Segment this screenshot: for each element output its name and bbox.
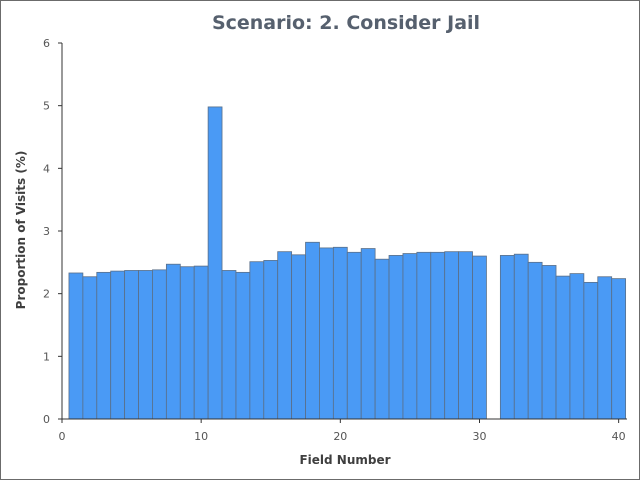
y-tick-label: 0: [43, 413, 50, 426]
bars-group: [68, 106, 627, 420]
bar-field-34: [527, 261, 543, 420]
bar-field-9: [179, 266, 195, 420]
bar-field-36: [555, 275, 571, 420]
x-axis-title: Field Number: [299, 453, 390, 467]
x-axis: 0 10 20 30 40: [59, 418, 627, 443]
bar-field-6: [138, 270, 153, 420]
chart-title: Scenario: 2. Consider Jail: [212, 12, 480, 34]
bar-field-37: [569, 273, 585, 420]
y-axis: 0 1 2 3 4 5 6: [43, 37, 63, 426]
y-tick-label: 5: [43, 100, 50, 113]
bar-field-20: [332, 246, 348, 420]
x-tick-label: 10: [194, 430, 208, 443]
bar-field-18: [305, 241, 320, 420]
bar-field-33: [513, 253, 529, 420]
bar-field-13: [235, 271, 251, 420]
y-tick-label: 3: [43, 225, 50, 238]
bar-field-32: [499, 255, 515, 420]
x-tick-label: 40: [612, 430, 626, 443]
bar-field-24: [388, 255, 404, 420]
bar-field-19: [319, 247, 334, 420]
bar-field-40: [611, 278, 627, 420]
bar-field-10: [193, 265, 209, 420]
bar-field-39: [597, 276, 613, 420]
bar-field-5: [124, 270, 139, 420]
bar-field-22: [360, 248, 376, 420]
bar-field-2: [82, 276, 98, 420]
bar-field-26: [416, 251, 432, 420]
bar-field-28: [444, 251, 460, 420]
bar-field-30: [472, 255, 487, 420]
y-axis-title: Proportion of Visits (%): [14, 151, 28, 310]
bar-field-8: [165, 263, 181, 420]
bar-field-11: [207, 106, 223, 420]
bar-field-38: [583, 281, 599, 420]
bar-field-15: [263, 260, 279, 420]
bar-field-17: [291, 254, 306, 420]
bar-field-35: [541, 265, 557, 420]
bar-field-3: [96, 271, 112, 420]
bar-field-16: [277, 251, 293, 420]
x-tick-label: 0: [59, 430, 66, 443]
bar-field-27: [430, 251, 446, 420]
bar-field-1: [68, 272, 84, 420]
bar-field-4: [110, 270, 126, 420]
y-tick-label: 4: [43, 162, 50, 175]
y-tick-label: 1: [43, 350, 50, 363]
y-tick-label: 2: [43, 288, 50, 301]
bar-field-7: [152, 269, 167, 420]
bar-field-29: [458, 251, 473, 420]
bar-field-23: [374, 258, 390, 420]
bar-field-12: [221, 270, 237, 420]
x-tick-label: 30: [472, 430, 486, 443]
bar-field-14: [249, 261, 265, 420]
x-tick-label: 20: [333, 430, 347, 443]
bar-field-25: [402, 253, 418, 420]
bar-field-21: [346, 251, 362, 420]
y-tick-label: 6: [43, 37, 50, 50]
